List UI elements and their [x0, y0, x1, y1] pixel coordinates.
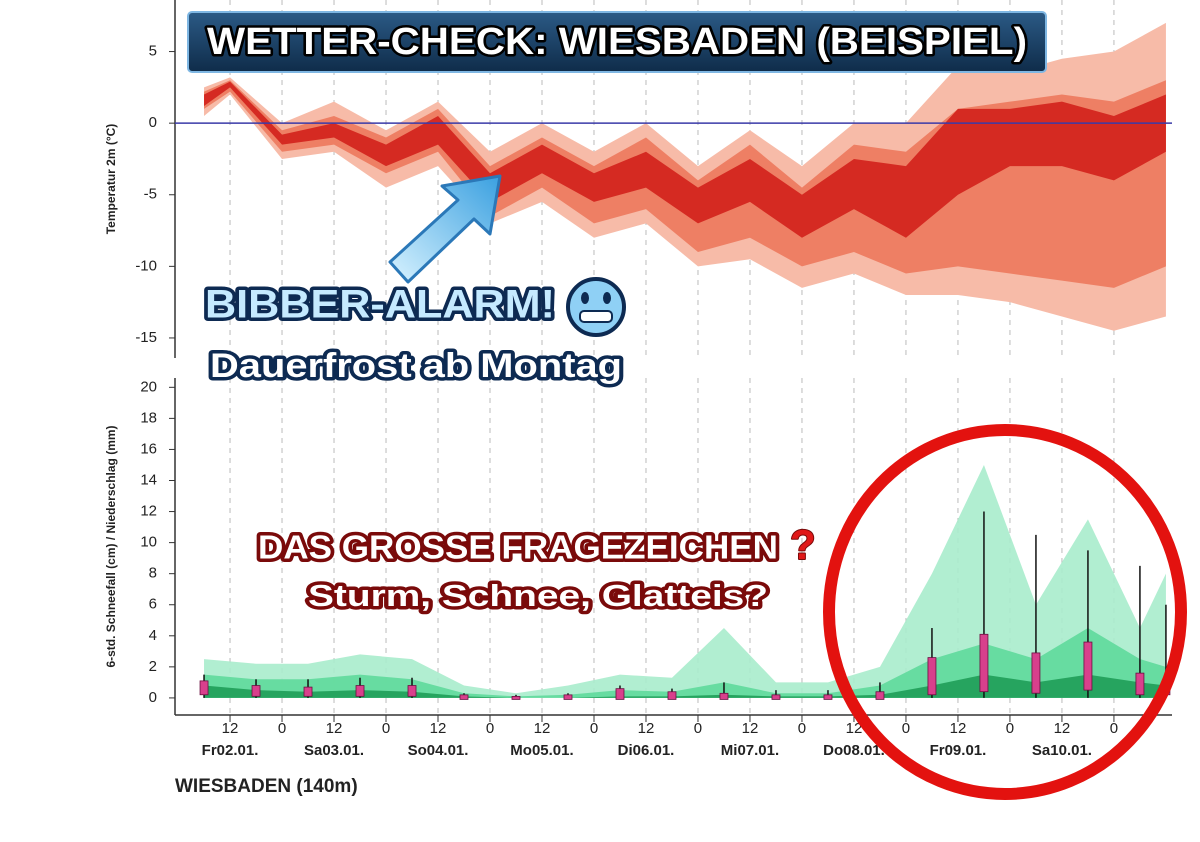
x-tick-label: 12: [950, 720, 967, 737]
box: [927, 657, 937, 696]
y-tick-label: 4: [149, 627, 157, 644]
y-tick-label: 16: [140, 440, 157, 457]
x-tick-label: 0: [486, 720, 494, 737]
y-tick-label: 10: [140, 534, 157, 551]
box: [875, 691, 885, 700]
x-tick-label: 12: [534, 720, 551, 737]
arrow-icon: [388, 174, 502, 284]
x-tick-label: 12: [846, 720, 863, 737]
freezing-face-icon: [566, 277, 626, 337]
question-mark: ?: [790, 521, 816, 568]
x-day-label: Fr09.01.: [930, 742, 987, 759]
y-tick-label: 0: [149, 114, 157, 131]
box: [719, 692, 729, 700]
x-day-label: Mo05.01.: [510, 742, 573, 759]
x-day-label: Fr02.01.: [202, 742, 259, 759]
box: [1135, 672, 1145, 696]
title-banner: [187, 11, 1047, 73]
y-tick-label: 20: [140, 378, 157, 395]
highlight-circle: [823, 424, 1187, 800]
box: [563, 694, 573, 700]
box: [823, 694, 833, 700]
x-day-label: Di06.01.: [618, 742, 675, 759]
x-tick-label: 0: [1110, 720, 1118, 737]
box: [459, 694, 469, 700]
y-tick-label: -15: [135, 329, 157, 346]
x-tick-label: 0: [382, 720, 390, 737]
x-tick-label: 0: [590, 720, 598, 737]
precip-area: [204, 674, 1166, 698]
location-label: WIESBADEN (140m): [175, 776, 358, 797]
overlay-layer: WETTER-CHECK: WIESBADEN (BEISPIEL) BIBBE…: [175, 11, 1187, 800]
box: [355, 685, 365, 697]
x-tick-label: 0: [1006, 720, 1014, 737]
x-tick-label: 12: [1054, 720, 1071, 737]
box: [979, 633, 989, 693]
x-day-label: Do08.01.: [823, 742, 885, 759]
plot-layer: Temperatur 2m (°C) 5 0 -5 -10 -15 6-std. Schne…: [104, 0, 1172, 759]
x-day-label: Sa03.01.: [304, 742, 364, 759]
y-tick-label: 2: [149, 658, 157, 675]
page-title: WETTER-CHECK: WIESBADEN (BEISPIEL): [207, 21, 1027, 63]
x-day-label: Mi07.01.: [721, 742, 779, 759]
box: [1083, 641, 1093, 691]
y-tick-label: -5: [144, 186, 157, 203]
y-tick-label: 6: [149, 596, 157, 613]
temperature-band: [204, 81, 1166, 238]
x-tick-label: 0: [798, 720, 806, 737]
y-tick-label: 12: [140, 503, 157, 520]
box: [199, 680, 209, 696]
y-tick-label: 0: [149, 689, 157, 706]
y-tick-label: -10: [135, 257, 157, 274]
question-text: DAS GROSSE FRAGEZEICHEN: [258, 529, 778, 566]
alarm-text: BIBBER-ALARM!: [205, 283, 555, 327]
box: [407, 685, 417, 697]
box: [667, 691, 677, 700]
x-tick-label: 0: [278, 720, 286, 737]
x-tick-label: 12: [742, 720, 759, 737]
y-axis-title: 6-std. Schneefall (cm) / Niederschlag (m…: [104, 425, 118, 667]
x-tick-label: 12: [430, 720, 447, 737]
question-subtext: Sturm, Schnee, Glatteis?: [308, 578, 768, 613]
y-tick-label: 8: [149, 565, 157, 582]
box: [771, 694, 781, 700]
x-tick-label: 0: [902, 720, 910, 737]
box: [615, 688, 625, 700]
y-tick-label: 5: [149, 43, 157, 60]
box: [251, 685, 261, 697]
x-tick-label: 0: [694, 720, 702, 737]
x-day-label: Sa10.01.: [1032, 742, 1092, 759]
box: [1031, 652, 1041, 694]
precip-area: [204, 464, 1166, 698]
precip-area: [204, 628, 1166, 698]
box: [511, 696, 521, 700]
alarm-subtext: Dauerfrost ab Montag: [210, 347, 622, 385]
x-tick-label: 12: [326, 720, 343, 737]
x-day-label: So04.01.: [408, 742, 469, 759]
x-tick-label: 12: [638, 720, 655, 737]
box: [303, 686, 313, 697]
y-tick-label: 18: [140, 409, 157, 426]
y-axis-title: Temperatur 2m (°C): [104, 124, 118, 235]
x-tick-label: 12: [222, 720, 239, 737]
y-tick-label: 14: [140, 471, 157, 488]
